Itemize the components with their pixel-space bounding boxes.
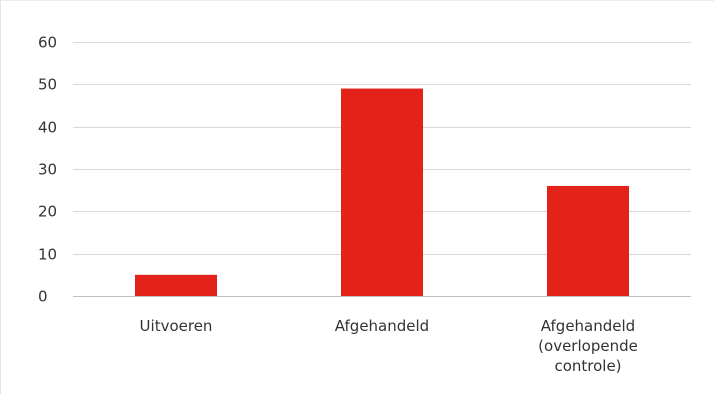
x-category-label-line: Afgehandeld (541, 317, 635, 335)
y-tick-label: 50 (38, 76, 57, 94)
x-category-label-line: controle) (554, 357, 621, 375)
y-tick-label: 60 (38, 34, 57, 52)
x-axis-category-labels: Uitvoeren Afgehandeld Afgehandeld (overlope… (140, 317, 638, 375)
x-category-label-line: (overlopende (538, 337, 638, 355)
bar (135, 274, 217, 296)
y-tick-label: 20 (38, 203, 57, 221)
x-category-label: Afgehandeld (overlopende controle) (538, 317, 638, 375)
y-tick-label: 30 (38, 161, 57, 179)
y-tick-label: 40 (38, 119, 57, 137)
bar (547, 185, 629, 296)
y-tick-label: 10 (38, 246, 57, 264)
y-tick-label: 0 (38, 288, 48, 306)
x-category-label: Afgehandeld (335, 317, 429, 335)
y-axis-tick-labels: 0 10 20 30 40 50 60 (38, 34, 57, 306)
x-category-label-line: Uitvoeren (140, 317, 213, 335)
bars (135, 88, 629, 296)
x-category-label-line: Afgehandeld (335, 317, 429, 335)
x-category-label: Uitvoeren (140, 317, 213, 335)
bar (341, 88, 423, 296)
